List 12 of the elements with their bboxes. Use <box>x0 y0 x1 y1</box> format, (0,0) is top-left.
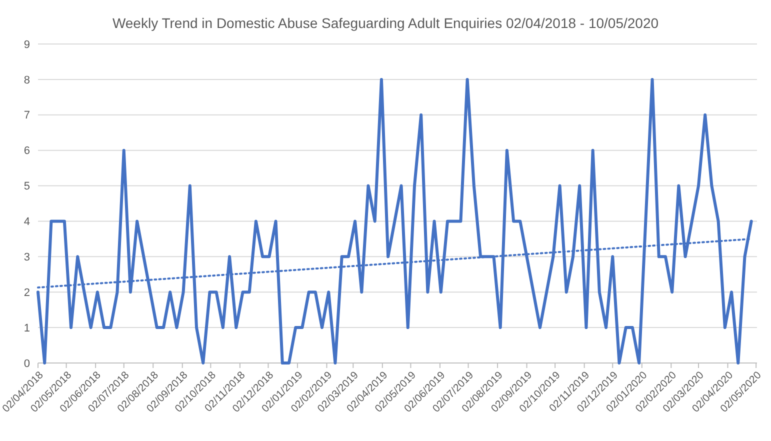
y-tick-label: 4 <box>24 216 30 228</box>
y-tick-label: 6 <box>24 145 30 158</box>
y-tick-label: 3 <box>24 252 30 264</box>
y-tick-label: 0 <box>24 358 30 370</box>
y-tick-label: 5 <box>24 180 30 193</box>
y-tick-label: 2 <box>24 286 30 299</box>
y-tick-label: 7 <box>24 110 30 122</box>
line-series <box>36 78 753 364</box>
y-tick-label: 1 <box>24 322 30 334</box>
y-tick-label: 9 <box>24 38 30 51</box>
y-tick-label: 8 <box>24 74 30 86</box>
chart-title: Weekly Trend in Domestic Abuse Safeguarding Adult Enquiries 02/04/2018 - 10/05/2020 <box>112 15 659 31</box>
